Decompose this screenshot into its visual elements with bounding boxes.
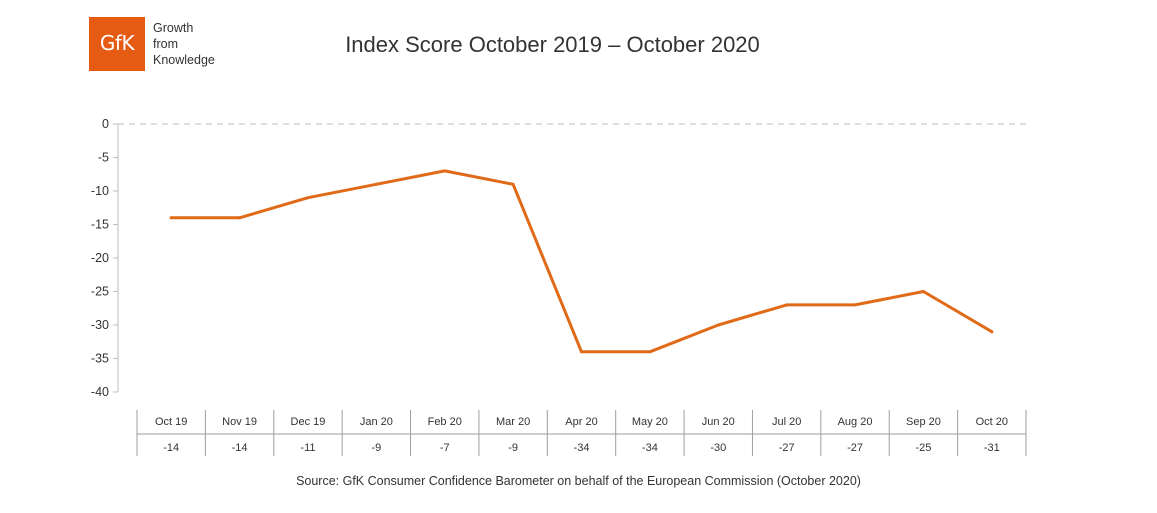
data-value-label: -9 xyxy=(371,442,381,454)
data-point xyxy=(443,169,447,173)
x-category-label: May 20 xyxy=(632,416,668,428)
source-note: Source: GfK Consumer Confidence Baromete… xyxy=(296,474,861,488)
data-value-label: -11 xyxy=(300,442,315,454)
data-value-label: -14 xyxy=(232,442,248,454)
y-tick-label: -35 xyxy=(91,352,109,366)
tagline-line-3: Knowledge xyxy=(153,53,215,67)
x-category-label: Feb 20 xyxy=(428,416,462,428)
data-value-label: -30 xyxy=(710,442,726,454)
data-point xyxy=(306,196,310,200)
data-point xyxy=(785,303,789,307)
x-category-label: Jul 20 xyxy=(772,416,801,428)
data-point xyxy=(511,182,515,186)
y-tick-label: -15 xyxy=(91,218,109,232)
y-tick-label: -10 xyxy=(91,184,109,198)
x-category-label: Oct 20 xyxy=(976,416,1008,428)
gfk-logo: GfK xyxy=(89,17,145,71)
tagline-line-2: from xyxy=(153,37,178,51)
data-value-label: -34 xyxy=(574,442,590,454)
data-point xyxy=(716,323,720,327)
x-category-label: Aug 20 xyxy=(838,416,873,428)
x-category-label: Jun 20 xyxy=(702,416,735,428)
data-value-label: -14 xyxy=(163,442,179,454)
x-category-label: Mar 20 xyxy=(496,416,530,428)
y-tick-label: -25 xyxy=(91,285,109,299)
data-value-label: -7 xyxy=(440,442,450,454)
data-value-label: -9 xyxy=(508,442,518,454)
chart-title-wrap: Index Score October 2019 – October 2020 xyxy=(0,32,1157,58)
chart-title: Index Score October 2019 – October 2020 xyxy=(345,32,760,57)
data-point xyxy=(374,182,378,186)
y-tick-label: 0 xyxy=(102,117,109,131)
y-tick-label: -20 xyxy=(91,251,109,265)
data-value-label: -34 xyxy=(642,442,658,454)
x-category-label: Oct 19 xyxy=(155,416,187,428)
data-point xyxy=(921,290,925,293)
y-tick-label: -40 xyxy=(91,385,109,399)
y-tick-label: -30 xyxy=(91,318,109,332)
logo-tagline: Growth from Knowledge xyxy=(153,20,215,68)
data-point xyxy=(580,350,583,354)
data-value-label: -25 xyxy=(915,442,931,454)
x-category-label: Sep 20 xyxy=(906,416,941,428)
data-point xyxy=(853,303,857,307)
data-point xyxy=(990,330,994,334)
data-point xyxy=(238,216,242,220)
data-point xyxy=(169,216,173,220)
x-category-label: Apr 20 xyxy=(565,416,597,428)
logo-mark: GfK xyxy=(99,31,135,55)
x-category-label: Nov 19 xyxy=(222,416,257,428)
data-value-label: -27 xyxy=(779,442,795,454)
data-value-label: -27 xyxy=(847,442,863,454)
data-point xyxy=(648,350,652,354)
y-tick-label: -5 xyxy=(98,151,109,165)
data-value-label: -31 xyxy=(984,442,1000,454)
x-category-label: Jan 20 xyxy=(360,416,393,428)
series-line xyxy=(169,169,994,354)
tagline-line-1: Growth xyxy=(153,21,194,35)
x-category-label: Dec 19 xyxy=(291,416,326,428)
